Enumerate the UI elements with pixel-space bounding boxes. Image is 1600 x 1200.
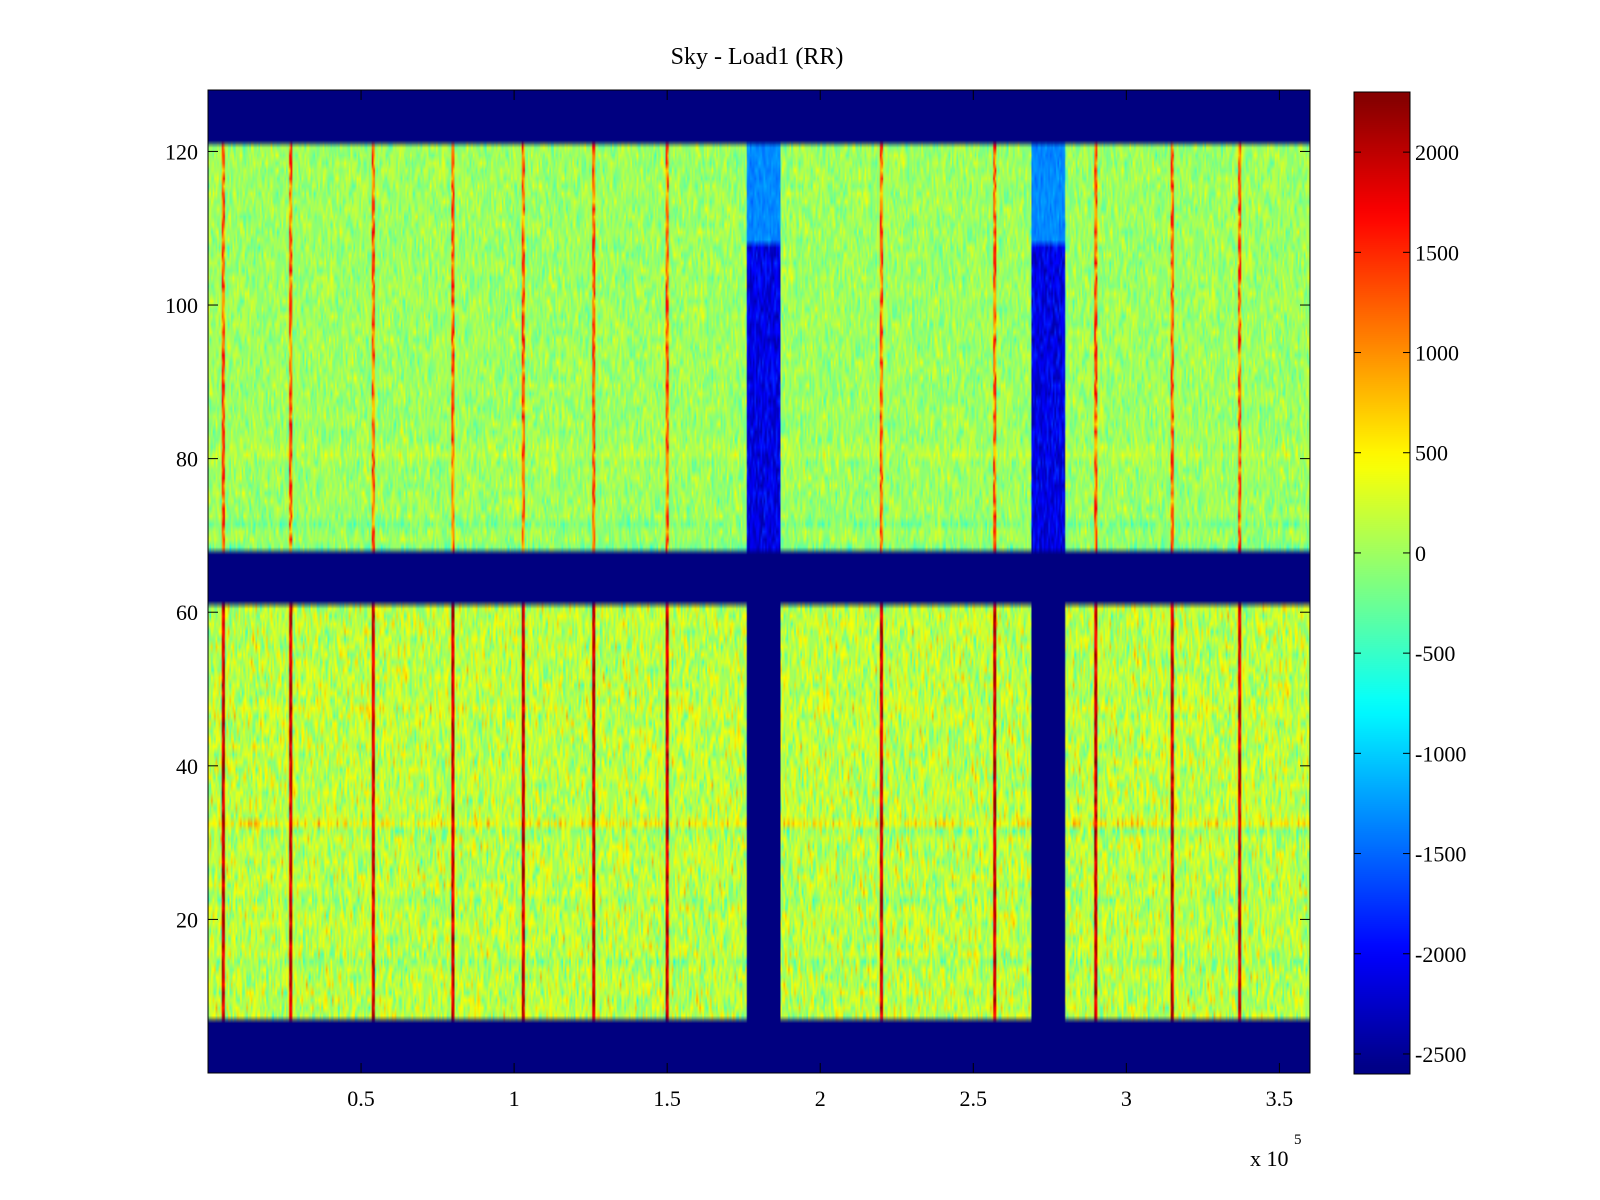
plot-frame	[207, 89, 1311, 1074]
y-axis: 20 40 60 80 100 120	[165, 139, 1310, 932]
colorbar-tick-label: -1500	[1415, 842, 1466, 867]
colorbar-axis: 2000 1500 1000 500 0 -500 -1000 -1500 -2000 -2500	[1354, 140, 1466, 1067]
colorbar-tick-label: 0	[1415, 541, 1426, 566]
colorbar-tick-label: -2000	[1415, 942, 1466, 967]
colorbar-tick-label: 500	[1415, 441, 1448, 466]
colorbar-tick-label: -500	[1415, 641, 1455, 666]
x-tick-label: 3.5	[1266, 1086, 1294, 1111]
colorbar-tick-label: 2000	[1415, 140, 1459, 165]
colorbar-tick-label: 1500	[1415, 240, 1459, 265]
x-axis: 0.5 1 1.5 2 2.5 3 3.5	[347, 90, 1293, 1111]
y-tick-label: 120	[165, 139, 198, 164]
x-exponent-label: x 10 5	[1250, 1132, 1302, 1171]
colorbar-tick-label: 1000	[1415, 341, 1459, 366]
x-tick-label: 3	[1121, 1086, 1132, 1111]
heatmap-image	[208, 90, 1310, 1073]
colorbar-tick-label: -1000	[1415, 741, 1466, 766]
chart-title: Sky - Load1 (RR)	[671, 44, 844, 70]
heatmap-plot-area	[207, 89, 1311, 1074]
x-tick-label: 2.5	[960, 1086, 988, 1111]
colorbar: 2000 1500 1000 500 0 -500 -1000 -1500 -2000 -2500	[1353, 91, 1466, 1075]
x-tick-label: 1	[509, 1086, 520, 1111]
y-tick-label: 100	[165, 293, 198, 318]
y-tick-label: 80	[176, 447, 198, 472]
colorbar-frame	[1353, 91, 1411, 1075]
colorbar-gradient	[1354, 92, 1410, 1074]
x-tick-label: 2	[815, 1086, 826, 1111]
y-tick-label: 40	[176, 754, 198, 779]
x-exponent-power: 5	[1294, 1132, 1302, 1148]
x-tick-label: 1.5	[653, 1086, 681, 1111]
x-tick-label: 0.5	[347, 1086, 375, 1111]
y-tick-label: 60	[176, 600, 198, 625]
y-tick-label: 20	[176, 907, 198, 932]
colorbar-tick-label: -2500	[1415, 1042, 1466, 1067]
x-exponent-base: x 10	[1250, 1146, 1289, 1171]
